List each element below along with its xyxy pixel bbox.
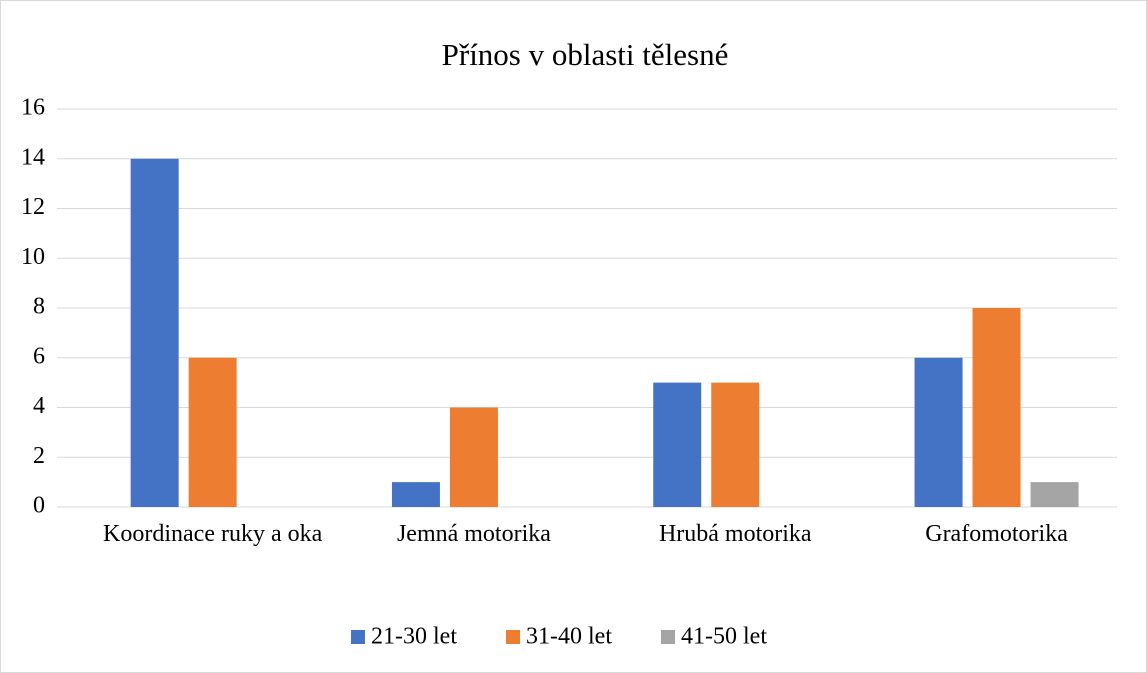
legend-swatch [661,630,675,644]
x-tick-label: Grafomotorika [925,521,1068,547]
y-tick-label: 4 [33,393,45,419]
legend-label: 31-40 let [526,624,612,650]
legend-label: 41-50 let [681,624,767,650]
y-tick-label: 16 [21,95,45,121]
y-tick-label: 12 [21,194,45,220]
y-tick-label: 2 [33,443,45,469]
bar [1030,482,1079,507]
y-tick-label: 14 [21,144,45,170]
y-tick-label: 6 [33,343,45,369]
bar [449,407,498,507]
legend-label: 21-30 let [371,624,457,650]
x-tick-label-box: Grafomotorika [925,521,1068,547]
x-tick-label-box: Jemná motorika [396,521,551,547]
y-tick-label: 8 [33,294,45,320]
bar [653,382,702,507]
x-tick-label: Hrubá motorika [658,521,812,547]
x-tick-label-box: Hrubá motorika [658,521,812,547]
chart-title: Přínos v oblasti tělesné [442,37,729,72]
y-tick-label: 10 [21,244,45,270]
legend-swatch [351,630,365,644]
bar [130,158,179,507]
bar [914,357,963,507]
y-tick-label: 0 [33,493,45,519]
bar [972,308,1021,507]
bar [711,382,760,507]
legend-swatch [506,630,520,644]
bar [188,357,237,507]
x-tick-label-box: Koordinace ruky a oka [103,521,323,547]
bar [391,482,440,507]
x-tick-label: Koordinace ruky a oka [103,521,323,547]
x-tick-label: Jemná motorika [396,521,551,547]
